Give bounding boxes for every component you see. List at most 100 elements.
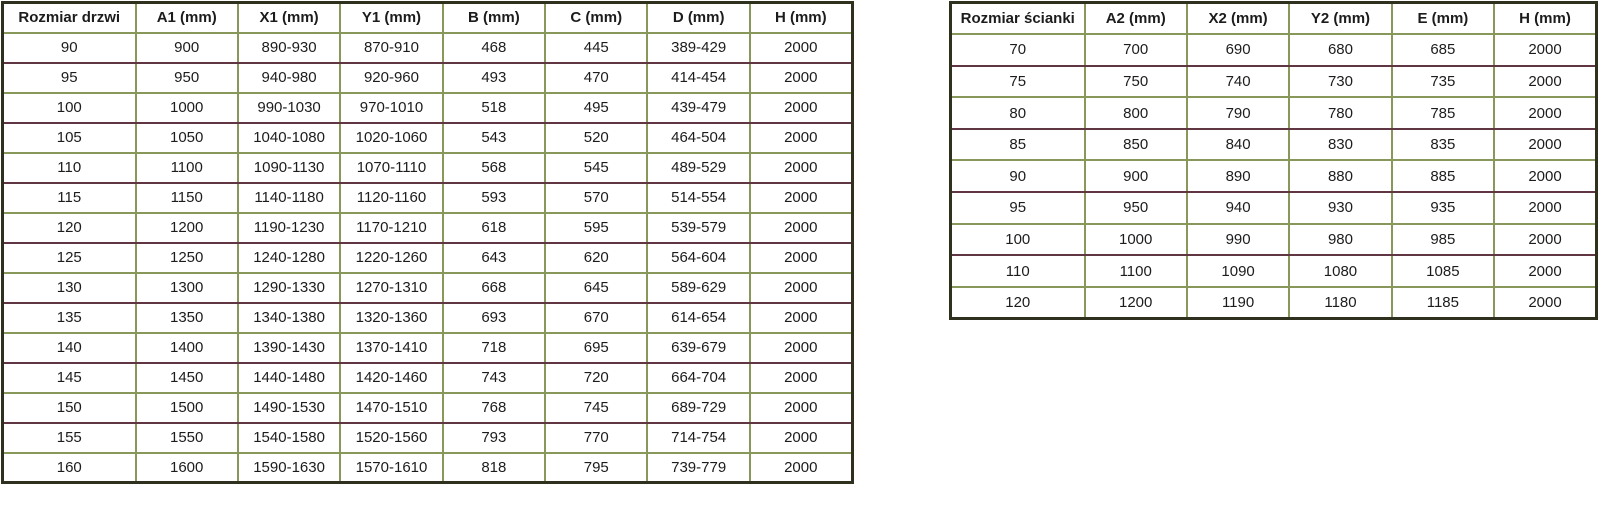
table-cell: 2000 [748, 121, 854, 154]
table-cell: 90 [1, 31, 137, 64]
table-cell: 2000 [1493, 96, 1598, 130]
table-row: 120 1200 1190-1230 1170-1210 618 595 539-579 20… [1, 211, 854, 244]
table-cell: 818 [441, 451, 547, 484]
table-cell: 150 [1, 391, 137, 424]
table-cell: 100 [1, 91, 137, 124]
table-cell: 1240-1280 [236, 241, 342, 274]
table-cell: 850 [1083, 127, 1188, 162]
table-cell: 1150 [134, 181, 239, 214]
table-cell: 1050 [134, 121, 239, 154]
table-cell: 2000 [1493, 64, 1598, 99]
header-cell: X1 (mm) [236, 1, 342, 34]
table-row: 100 1000 990 980 985 2000 [949, 222, 1598, 257]
table-cell: 790 [1185, 96, 1291, 130]
table-cell: 120 [1, 211, 137, 244]
table-cell: 970-1010 [339, 91, 444, 124]
table-cell: 468 [441, 31, 547, 64]
table-cell: 514-554 [646, 181, 751, 214]
table-cell: 990-1030 [236, 91, 342, 124]
table-row: 85 850 840 830 835 2000 [949, 127, 1598, 162]
header-cell: Rozmiar drzwi [1, 1, 137, 34]
table-cell: 2000 [748, 361, 854, 394]
table-cell: 1440-1480 [236, 361, 342, 394]
table-cell: 595 [544, 211, 649, 244]
table-cell: 1170-1210 [339, 211, 444, 244]
table-row: 155 1550 1540-1580 1520-1560 793 770 714-754 20… [1, 421, 854, 454]
table-cell: 1090 [1185, 254, 1291, 288]
table-cell: 714-754 [646, 421, 751, 454]
table-cell: 1080 [1288, 254, 1393, 288]
table-cell: 768 [441, 391, 547, 424]
table-row: 110 1100 1090-1130 1070-1110 568 545 489-529 20… [1, 151, 854, 184]
table-cell: 2000 [1493, 33, 1598, 67]
table-cell: 414-454 [646, 61, 751, 94]
table-cell: 80 [949, 96, 1086, 130]
table-cell: 520 [544, 121, 649, 154]
table-cell: 940 [1185, 191, 1291, 225]
table-cell: 2000 [748, 451, 854, 484]
table-cell: 1220-1260 [339, 241, 444, 274]
table-cell: 685 [1390, 33, 1496, 67]
table-cell: 950 [134, 61, 239, 94]
header-cell: E (mm) [1390, 1, 1496, 36]
table-cell: 700 [1083, 33, 1188, 67]
table-cell: 489-529 [646, 151, 751, 184]
table-cell: 1370-1410 [339, 331, 444, 364]
table-cell: 985 [1390, 222, 1496, 257]
table-cell: 940-980 [236, 61, 342, 94]
table-cell: 1270-1310 [339, 271, 444, 304]
table-cell: 718 [441, 331, 547, 364]
header-cell: H (mm) [1493, 1, 1598, 36]
table-cell: 885 [1390, 159, 1496, 194]
table-cell: 920-960 [339, 61, 444, 94]
table-cell: 593 [441, 181, 547, 214]
table-row: 90 900 890-930 870-910 468 445 389-429 2000 [1, 31, 854, 64]
table-cell: 750 [1083, 64, 1188, 99]
table-cell: 539-579 [646, 211, 751, 244]
table-cell: 389-429 [646, 31, 751, 64]
table-cell: 155 [1, 421, 137, 454]
table-cell: 464-504 [646, 121, 751, 154]
table-cell: 125 [1, 241, 137, 274]
table-cell: 1340-1380 [236, 301, 342, 334]
table-cell: 2000 [1493, 159, 1598, 194]
table-cell: 2000 [1493, 222, 1598, 257]
table-cell: 2000 [748, 181, 854, 214]
header-cell: X2 (mm) [1185, 1, 1291, 36]
table-cell: 1290-1330 [236, 271, 342, 304]
table-cell: 780 [1288, 96, 1393, 130]
table-cell: 115 [1, 181, 137, 214]
table-row: 70 700 690 680 685 2000 [949, 33, 1598, 67]
table-row: 90 900 890 880 885 2000 [949, 159, 1598, 194]
table-row: 120 1200 1190 1180 1185 2000 [949, 285, 1598, 320]
table-row: 105 1050 1040-1080 1020-1060 543 520 464-504 20… [1, 121, 854, 154]
table-cell: 105 [1, 121, 137, 154]
table-cell: 1140-1180 [236, 181, 342, 214]
header-cell: D (mm) [646, 1, 751, 34]
table-cell: 1000 [1083, 222, 1188, 257]
table-cell: 935 [1390, 191, 1496, 225]
table-row: 135 1350 1340-1380 1320-1360 693 670 614-654 20… [1, 301, 854, 334]
table-row: 160 1600 1590-1630 1570-1610 818 795 739-779 20… [1, 451, 854, 484]
table-row: 115 1150 1140-1180 1120-1160 593 570 514-554 20… [1, 181, 854, 214]
header-cell: C (mm) [544, 1, 649, 34]
table-row: 130 1300 1290-1330 1270-1310 668 645 589-629 20… [1, 271, 854, 304]
table-cell: 745 [544, 391, 649, 424]
table-cell: 2000 [748, 271, 854, 304]
table-cell: 620 [544, 241, 649, 274]
table-cell: 770 [544, 421, 649, 454]
table-cell: 695 [544, 331, 649, 364]
table-cell: 930 [1288, 191, 1393, 225]
table-row: 75 750 740 730 735 2000 [949, 64, 1598, 99]
table-cell: 743 [441, 361, 547, 394]
table-cell: 870-910 [339, 31, 444, 64]
header-cell: Y2 (mm) [1288, 1, 1393, 36]
table-cell: 445 [544, 31, 649, 64]
table-cell: 1470-1510 [339, 391, 444, 424]
table-cell: 670 [544, 301, 649, 334]
header-row: Rozmiar drzwi A1 (mm) X1 (mm) Y1 (mm) B (mm)… [1, 1, 854, 34]
table-cell: 680 [1288, 33, 1393, 67]
table-row: 125 1250 1240-1280 1220-1260 643 620 564-604 20… [1, 241, 854, 274]
table-cell: 543 [441, 121, 547, 154]
